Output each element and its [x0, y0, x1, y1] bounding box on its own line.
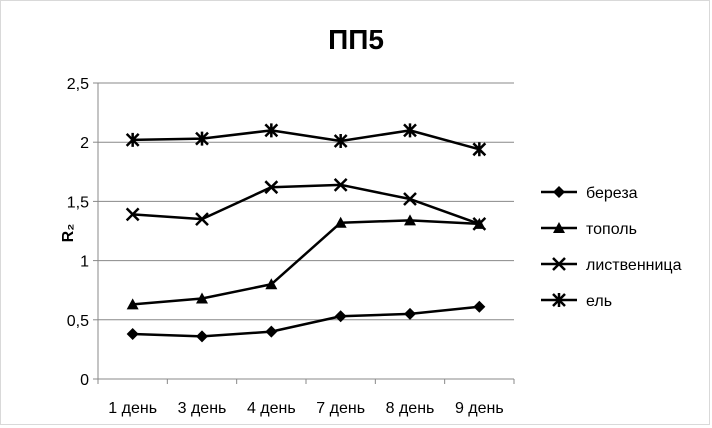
legend: береза тополь лиственница ель: [541, 185, 682, 310]
y-tick-label-3: 1,5: [67, 194, 89, 211]
legend-label-0: береза: [586, 185, 638, 202]
series-line-2: [132, 183, 480, 226]
y-axis-label: R₂: [60, 224, 77, 243]
legend-entry-2: лиственница: [541, 257, 682, 274]
data-point-0-0: [126, 328, 139, 341]
data-point-3-4: [403, 123, 417, 138]
x-tick-label-5: 9 день: [455, 400, 504, 417]
x-tick-label-4: 8 день: [386, 400, 435, 417]
data-point-2-4: [403, 192, 417, 206]
gridlines: [98, 82, 514, 321]
series-1: [126, 214, 486, 310]
data-point-0-2: [265, 325, 278, 338]
data-point-2-3: [333, 177, 348, 192]
data-point-1-1: [196, 292, 208, 304]
data-point-2-0: [125, 207, 140, 222]
x-tick-labels: 1 день 3 день 4 день 7 день 8 день 9 день: [108, 400, 503, 417]
legend-marker-2: [552, 257, 566, 271]
data-point-2-1: [195, 212, 209, 227]
series-3: [125, 123, 487, 157]
y-tick-label-1: 0,5: [67, 313, 89, 330]
series-line-0: [132, 305, 480, 338]
x-tick-label-0: 1 день: [108, 400, 157, 417]
legend-label-1: тополь: [586, 221, 637, 238]
series-line-1: [132, 219, 480, 306]
legend-entry-0: береза: [541, 185, 638, 202]
y-tick-label-2: 1: [80, 254, 89, 271]
chart-title: ПП5: [328, 24, 384, 55]
series-2: [125, 177, 487, 231]
data-point-1-3: [334, 216, 347, 228]
data-point-2-5: [472, 217, 487, 231]
series-0: [126, 300, 486, 343]
x-tick-label-3: 7 день: [316, 400, 365, 417]
y-tick-label-5: 2,5: [67, 76, 89, 93]
legend-label-3: ель: [586, 293, 612, 310]
data-point-0-4: [404, 307, 416, 320]
legend-entry-1: тополь: [541, 221, 637, 238]
series-line-3: [132, 129, 480, 151]
legend-marker-1: [553, 222, 565, 233]
legend-label-2: лиственница: [586, 257, 682, 274]
data-point-2-2: [264, 180, 279, 195]
data-point-3-0: [125, 132, 140, 147]
data-point-3-3: [333, 134, 348, 149]
y-tick-label-4: 2: [80, 135, 89, 152]
x-tick-label-2: 4 день: [247, 400, 296, 417]
legend-entry-3: ель: [541, 293, 612, 310]
data-point-0-3: [334, 310, 347, 323]
data-point-0-1: [196, 330, 208, 343]
y-tick-label-0: 0: [80, 372, 89, 389]
data-point-3-2: [264, 123, 279, 138]
y-tick-labels: 0 0,5 1 1,5 2 2,5: [67, 76, 89, 389]
data-point-1-2: [265, 278, 278, 290]
data-point-0-5: [473, 300, 486, 313]
legend-marker-0: [553, 186, 565, 198]
axes: [93, 82, 515, 384]
data-point-1-0: [126, 298, 139, 310]
data-point-3-5: [472, 142, 487, 157]
data-point-1-4: [404, 214, 416, 226]
data-point-3-1: [195, 131, 209, 146]
series-lines: [125, 123, 487, 343]
x-tick-label-1: 3 день: [178, 400, 227, 417]
legend-marker-3: [552, 293, 566, 307]
